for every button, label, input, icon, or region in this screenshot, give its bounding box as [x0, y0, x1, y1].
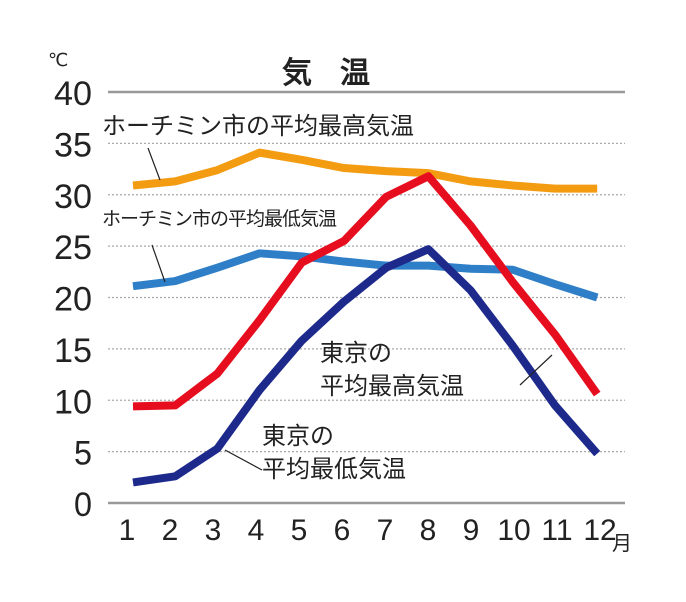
y-tick-label: 10: [54, 383, 92, 421]
y-tick-label: 0: [74, 486, 92, 524]
x-axis-unit: 月: [612, 531, 632, 555]
x-tick-label: 8: [420, 514, 437, 547]
x-tick-label: 2: [162, 514, 179, 547]
x-tick-label: 3: [205, 514, 222, 547]
chart-title: 気温: [282, 56, 398, 91]
leader-line: [147, 147, 161, 181]
x-tick-label: 6: [334, 514, 351, 547]
label-tokyo-low-line1: 東京の: [262, 422, 334, 450]
x-tick-label: 4: [248, 514, 265, 547]
x-tick-label: 7: [377, 514, 394, 547]
x-tick-label: 9: [463, 514, 480, 547]
y-tick-label: 20: [54, 281, 92, 319]
x-tick-label: 12: [583, 514, 616, 547]
label-tokyo-low-line2: 平均最低気温: [262, 455, 406, 483]
label-hcm-low: ホーチミン市の平均最低気温: [102, 208, 337, 230]
series-line-2: [132, 172, 601, 411]
label-hcm-high: ホーチミン市の平均最高気温: [102, 112, 414, 140]
y-axis-unit: ℃: [48, 50, 69, 71]
series-line-3: [132, 245, 601, 487]
x-tick-label: 5: [291, 514, 308, 547]
leader-line: [151, 244, 166, 283]
leader-line: [519, 354, 553, 386]
y-tick-label: 40: [54, 75, 92, 113]
y-tick-label: 30: [54, 178, 92, 216]
y-tick-label: 15: [54, 332, 92, 370]
y-tick-label: 25: [54, 229, 92, 267]
series-line-1: [132, 249, 599, 302]
y-tick-label: 35: [54, 126, 92, 164]
x-tick-label: 11: [541, 514, 572, 547]
label-tokyo-high-line2: 平均最高気温: [320, 372, 464, 400]
leader-line: [224, 449, 263, 471]
y-tick-label: 5: [74, 435, 92, 473]
x-tick-label: 10: [497, 514, 530, 547]
label-tokyo-high-line1: 東京の: [320, 339, 392, 367]
series-line-0: [132, 148, 598, 193]
x-tick-label: 1: [119, 514, 136, 547]
